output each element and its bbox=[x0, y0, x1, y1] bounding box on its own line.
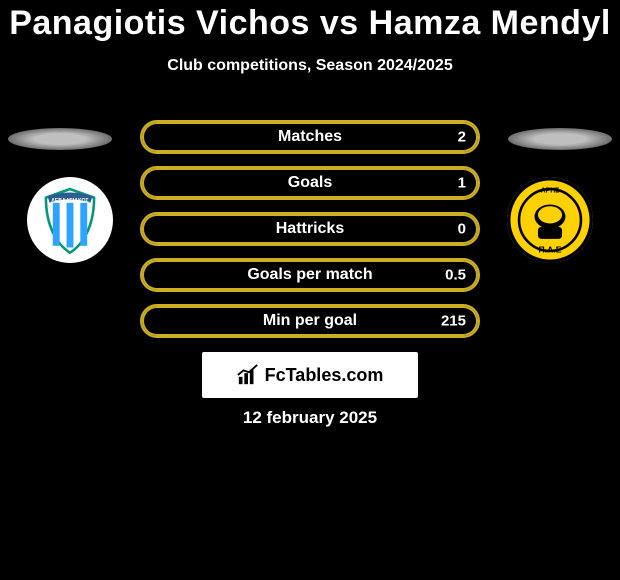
svg-text:ΑΡΗΣ: ΑΡΗΣ bbox=[541, 187, 560, 194]
stat-right-value: 0.5 bbox=[445, 267, 466, 284]
branding-box: FcTables.com bbox=[202, 352, 418, 398]
stat-right-value: 215 bbox=[441, 313, 466, 330]
stat-label: Matches bbox=[140, 128, 480, 146]
stat-row: Min per goal215 bbox=[140, 304, 480, 338]
player-right-shadow bbox=[508, 128, 612, 150]
stat-label: Goals bbox=[140, 174, 480, 192]
svg-text:ΛΕΒΑΔΕΙΑΚΟΣ: ΛΕΒΑΔΕΙΑΚΟΣ bbox=[51, 198, 88, 204]
player-right-club-badge: Π.Α.Ε ΑΡΗΣ bbox=[507, 177, 593, 263]
stat-right-value: 1 bbox=[458, 175, 466, 192]
stat-label: Min per goal bbox=[140, 312, 480, 330]
svg-text:Π.Α.Ε: Π.Α.Ε bbox=[539, 245, 562, 255]
stat-right-value: 0 bbox=[458, 221, 466, 238]
stat-row: Matches2 bbox=[140, 120, 480, 154]
stat-row: Goals1 bbox=[140, 166, 480, 200]
player-left-shadow bbox=[8, 128, 112, 150]
stat-row: Hattricks0 bbox=[140, 212, 480, 246]
branding-text: FcTables.com bbox=[265, 365, 384, 386]
stat-row: Goals per match0.5 bbox=[140, 258, 480, 292]
season-subtitle: Club competitions, Season 2024/2025 bbox=[0, 57, 620, 75]
comparison-title: Panagiotis Vichos vs Hamza Mendyl bbox=[0, 0, 620, 43]
stat-right-value: 2 bbox=[458, 129, 466, 146]
stats-block: Matches2Goals1Hattricks0Goals per match0… bbox=[140, 120, 480, 350]
stat-label: Hattricks bbox=[140, 220, 480, 238]
stat-label: Goals per match bbox=[140, 266, 480, 284]
player-left-club-badge: ΛΕΒΑΔΕΙΑΚΟΣ bbox=[27, 177, 113, 263]
date-label: 12 february 2025 bbox=[0, 408, 620, 428]
bar-chart-icon bbox=[237, 364, 259, 386]
